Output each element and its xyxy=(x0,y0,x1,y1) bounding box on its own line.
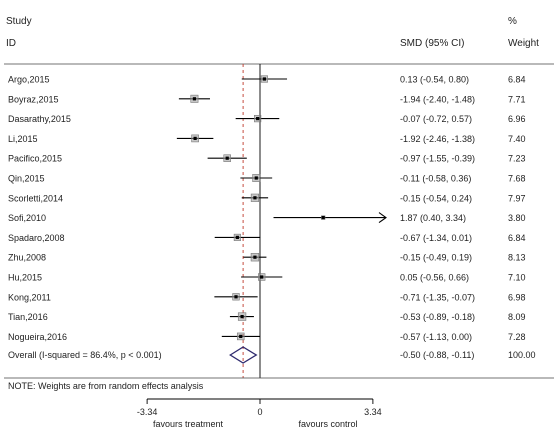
effect-estimate: -0.07 (-0.72, 0.57) xyxy=(400,114,472,124)
point-estimate xyxy=(253,255,257,259)
study-weight: 8.09 xyxy=(508,312,526,322)
study-row: Qin,2015 -0.11 (-0.58, 0.36) 7.68 xyxy=(8,174,526,184)
point-estimate xyxy=(321,216,325,220)
study-name: Nogueira,2016 xyxy=(8,332,67,342)
study-name: Pacifico,2015 xyxy=(8,154,62,164)
ci-arrow-icon xyxy=(378,212,387,224)
study-weight: 6.84 xyxy=(508,75,526,85)
study-weight: 6.84 xyxy=(508,233,526,243)
header-weight: Weight xyxy=(508,38,539,49)
x-axis-ticks: -3.34 0 3.34 xyxy=(137,399,382,417)
study-name: Scorletti,2014 xyxy=(8,193,63,203)
x-label-favours-treatment: favours treatment xyxy=(153,419,224,429)
study-name: Zhu,2008 xyxy=(8,253,46,263)
overall-diamond xyxy=(229,346,258,364)
study-weight: 8.13 xyxy=(508,253,526,263)
study-row: Boyraz,2015 -1.94 (-2.40, -1.48) 7.71 xyxy=(8,94,526,104)
x-tick-label: 0 xyxy=(257,407,262,417)
study-row: Kong,2011 -0.71 (-1.35, -0.07) 6.98 xyxy=(8,292,526,302)
point-estimate xyxy=(235,235,239,239)
effect-estimate: -1.92 (-2.46, -1.38) xyxy=(400,134,475,144)
point-estimate xyxy=(225,156,229,160)
study-name: Argo,2015 xyxy=(8,75,50,85)
study-row: Hu,2015 0.05 (-0.56, 0.66) 7.10 xyxy=(8,273,526,283)
header-id: ID xyxy=(6,38,16,49)
study-weight: 7.97 xyxy=(508,193,526,203)
study-name: Li,2015 xyxy=(8,134,38,144)
study-row: Argo,2015 0.13 (-0.54, 0.80) 6.84 xyxy=(8,75,526,85)
study-weight: 7.71 xyxy=(508,94,526,104)
study-weight: 6.96 xyxy=(508,114,526,124)
study-row: Dasarathy,2015 -0.07 (-0.72, 0.57) 6.96 xyxy=(8,114,526,124)
point-estimate xyxy=(234,295,238,299)
point-estimate xyxy=(253,196,257,200)
header-effect: SMD (95% CI) xyxy=(400,38,464,49)
study-row: Spadaro,2008 -0.67 (-1.34, 0.01) 6.84 xyxy=(8,233,526,243)
study-row: Pacifico,2015 -0.97 (-1.55, -0.39) 7.23 xyxy=(8,154,526,164)
effect-estimate: -0.53 (-0.89, -0.18) xyxy=(400,312,475,322)
study-row: Scorletti,2014 -0.15 (-0.54, 0.24) 7.97 xyxy=(8,193,526,203)
study-row: Li,2015 -1.92 (-2.46, -1.38) 7.40 xyxy=(8,134,526,144)
study-row: Tian,2016 -0.53 (-0.89, -0.18) 8.09 xyxy=(8,312,526,322)
study-row: Nogueira,2016 -0.57 (-1.13, 0.00) 7.28 xyxy=(8,332,526,342)
study-rows: Argo,2015 0.13 (-0.54, 0.80) 6.84 Boyraz,20… xyxy=(8,75,526,342)
effect-estimate: -0.67 (-1.34, 0.01) xyxy=(400,233,472,243)
point-estimate xyxy=(192,97,197,101)
study-row: Sofi,2010 1.87 (0.40, 3.34) 3.80 xyxy=(8,212,526,224)
study-name: Hu,2015 xyxy=(8,273,42,283)
overall-effect: -0.50 (-0.88, -0.11) xyxy=(400,350,474,360)
point-estimate xyxy=(193,136,197,140)
effect-estimate: -0.97 (-1.55, -0.39) xyxy=(400,154,475,164)
point-estimate xyxy=(239,334,243,338)
overall-weight: 100.00 xyxy=(508,350,536,360)
effect-estimate: -0.11 (-0.58, 0.36) xyxy=(400,174,471,184)
header-weight-percent: % xyxy=(508,16,517,27)
effect-estimate: 0.13 (-0.54, 0.80) xyxy=(400,75,469,85)
study-weight: 7.40 xyxy=(508,134,526,144)
study-name: Dasarathy,2015 xyxy=(8,114,71,124)
footnote: NOTE: Weights are from random effects an… xyxy=(8,381,204,391)
effect-estimate: -0.57 (-1.13, 0.00) xyxy=(400,332,472,342)
point-estimate xyxy=(256,117,260,121)
study-name: Sofi,2010 xyxy=(8,213,46,223)
effect-estimate: 0.05 (-0.56, 0.66) xyxy=(400,273,469,283)
study-weight: 7.10 xyxy=(508,273,526,283)
header-study: Study xyxy=(6,16,32,27)
x-label-favours-control: favours control xyxy=(298,419,357,429)
study-weight: 7.23 xyxy=(508,154,526,164)
effect-estimate: -0.15 (-0.49, 0.19) xyxy=(400,253,472,263)
study-weight: 6.98 xyxy=(508,292,526,302)
point-estimate xyxy=(240,315,244,319)
x-tick-label: -3.34 xyxy=(137,407,158,417)
effect-estimate: -0.71 (-1.35, -0.07) xyxy=(400,292,475,302)
study-name: Tian,2016 xyxy=(8,312,48,322)
effect-estimate: -0.15 (-0.54, 0.24) xyxy=(400,193,472,203)
study-name: Spadaro,2008 xyxy=(8,233,65,243)
study-name: Boyraz,2015 xyxy=(8,94,59,104)
effect-estimate: 1.87 (0.40, 3.34) xyxy=(400,213,466,223)
study-name: Qin,2015 xyxy=(8,174,45,184)
study-weight: 3.80 xyxy=(508,213,526,223)
study-weight: 7.28 xyxy=(508,332,526,342)
point-estimate xyxy=(262,77,266,81)
point-estimate xyxy=(254,176,258,180)
study-weight: 7.68 xyxy=(508,174,526,184)
study-row: Zhu,2008 -0.15 (-0.49, 0.19) 8.13 xyxy=(8,253,526,263)
study-name: Kong,2011 xyxy=(8,292,51,302)
x-tick-label: 3.34 xyxy=(364,407,382,417)
effect-estimate: -1.94 (-2.40, -1.48) xyxy=(400,94,475,104)
overall-label: Overall (I-squared = 86.4%, p < 0.001) xyxy=(8,350,162,360)
point-estimate xyxy=(260,275,264,279)
